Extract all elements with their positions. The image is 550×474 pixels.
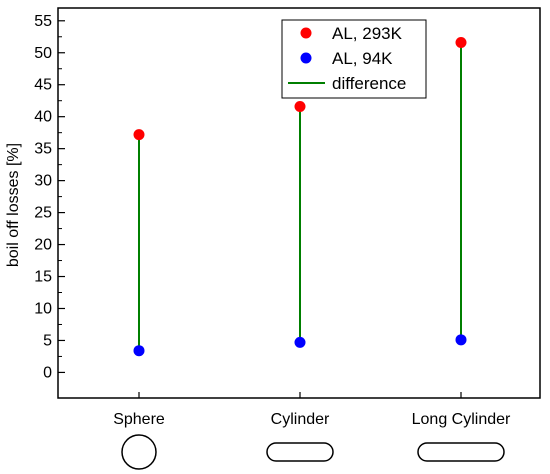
legend: AL, 293K AL, 94K difference: [281, 19, 427, 99]
long-cylinder-shape-icon: [417, 442, 505, 462]
x-tick-label: Sphere: [113, 411, 165, 428]
y-tick-label: 40: [34, 109, 52, 126]
data-marks: [133, 37, 467, 357]
x-tick-label: Long Cylinder: [412, 411, 511, 428]
y-tick-label: 15: [34, 269, 52, 286]
cylinder-shape-icon: [266, 442, 334, 462]
legend-label-94k: AL, 94K: [332, 49, 393, 68]
point-al-293k: [133, 129, 145, 141]
y-tick-label: 10: [34, 300, 52, 317]
legend-marker-293k: [300, 27, 312, 39]
point-al-94k: [133, 345, 145, 357]
y-axis-label: boil off losses [%]: [5, 143, 22, 267]
legend-label-293k: AL, 293K: [332, 24, 403, 43]
legend-label-difference: difference: [332, 74, 406, 93]
point-al-94k: [294, 336, 306, 348]
y-tick-label: 35: [34, 141, 52, 158]
point-al-293k: [455, 37, 467, 49]
x-ticks: Sphere Cylinder Long Cylinder: [113, 392, 511, 428]
shape-icons: [121, 434, 505, 470]
y-ticks: 0 5 10 15 20 25 30 35 40 45 50 55: [34, 13, 65, 381]
y-tick-label: 45: [34, 77, 52, 94]
legend-marker-94k: [300, 52, 312, 64]
y-tick-label: 50: [34, 45, 52, 62]
y-tick-label: 20: [34, 237, 52, 254]
point-al-94k: [455, 334, 467, 346]
y-tick-label: 25: [34, 205, 52, 222]
y-tick-label: 0: [43, 364, 52, 381]
y-tick-label: 5: [43, 332, 52, 349]
y-tick-label: 30: [34, 173, 52, 190]
point-al-293k: [294, 100, 306, 112]
y-tick-label: 55: [34, 13, 52, 30]
plot-frame: [57, 7, 541, 399]
x-tick-label: Cylinder: [271, 411, 330, 428]
sphere-shape-icon: [121, 434, 157, 470]
